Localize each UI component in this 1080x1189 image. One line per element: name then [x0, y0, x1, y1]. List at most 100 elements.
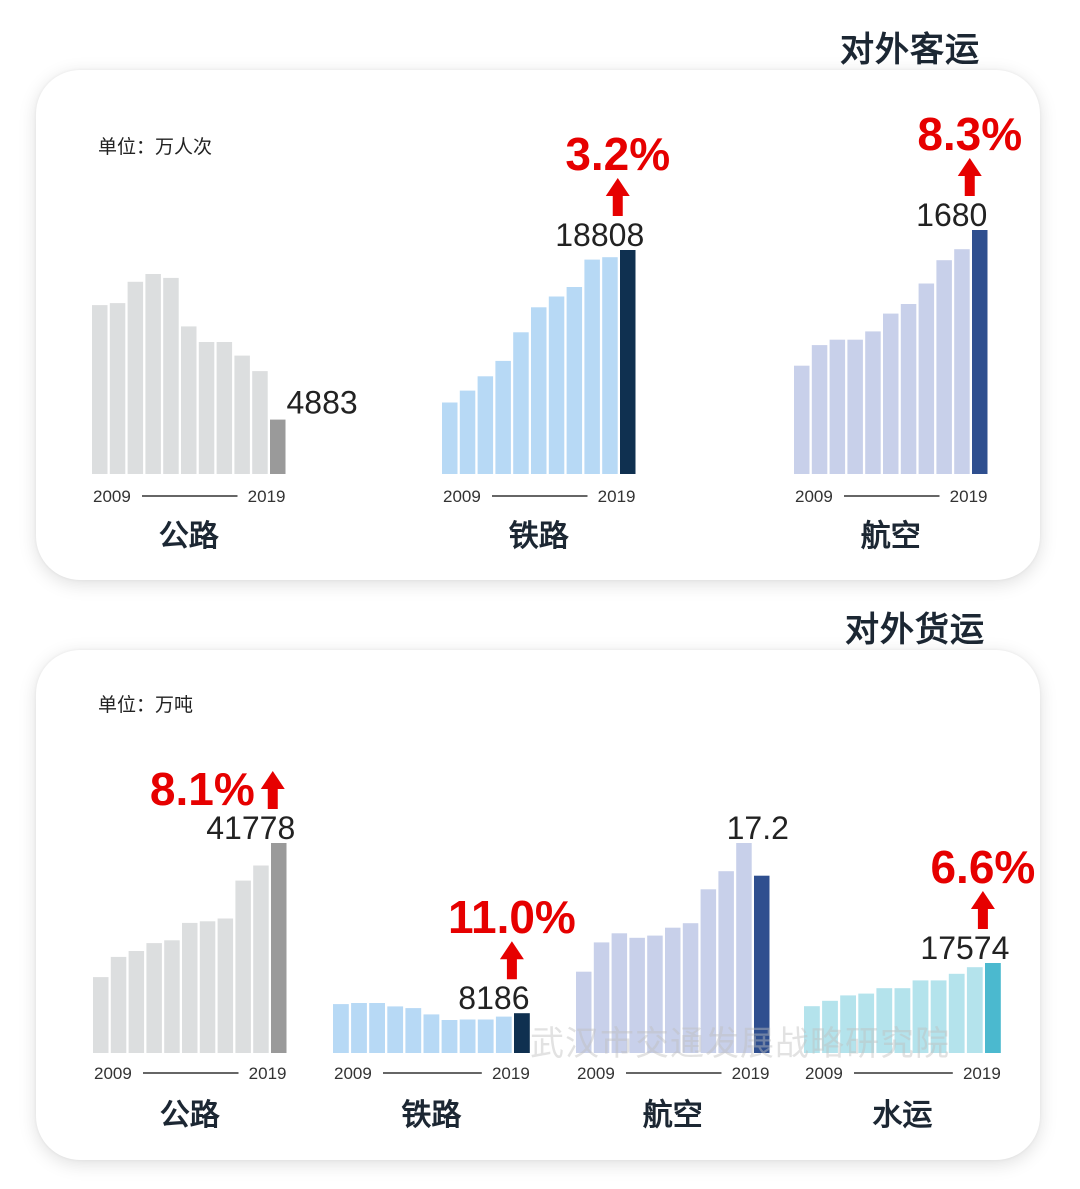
bar-7 — [217, 918, 234, 1053]
bar-0 — [93, 977, 109, 1053]
bar-3 — [146, 943, 162, 1053]
passenger-unit: 单位：万人次 — [98, 136, 213, 158]
bar-9 — [954, 249, 970, 474]
bar-4 — [164, 940, 180, 1053]
passenger-chart-air: 2009 2019 航空 1680 8.3% — [794, 108, 1022, 554]
bar-0 — [794, 365, 810, 474]
growth-rate-label: 3.2% — [565, 128, 670, 180]
bar-3 — [858, 993, 875, 1053]
bar-7 — [566, 287, 583, 474]
growth-arrow-up-icon — [260, 771, 285, 809]
bar-2 — [477, 376, 494, 474]
year-end-label: 2019 — [732, 1064, 770, 1083]
bar-2 — [127, 281, 144, 474]
freight-chart-water: 2009 2019 水运 17574 6.6% — [804, 841, 1035, 1133]
bar-8 — [234, 355, 250, 474]
year-end-label: 2019 — [598, 487, 636, 506]
year-start-label: 2009 — [577, 1064, 615, 1083]
passenger-title: 对外客运 — [840, 30, 980, 70]
category-label: 公路 — [160, 1098, 221, 1133]
bar-1 — [822, 1000, 838, 1053]
bar-9 — [495, 1016, 512, 1053]
bar-8 — [477, 1019, 494, 1053]
bar-1 — [593, 942, 610, 1053]
bar-latest — [514, 1013, 530, 1053]
category-label: 铁路 — [401, 1098, 462, 1133]
bar-0 — [442, 402, 458, 474]
bar-3 — [629, 937, 645, 1053]
value-label: 1680 — [916, 197, 987, 233]
bar-0 — [92, 305, 108, 474]
bar-latest — [270, 419, 286, 474]
bar-0 — [333, 1004, 349, 1053]
bar-5 — [531, 307, 547, 474]
growth-arrow-up-icon — [957, 158, 982, 196]
year-start-label: 2009 — [795, 487, 833, 506]
bar-5 — [423, 1014, 440, 1053]
growth-arrow-up-icon — [605, 178, 630, 216]
bar-4 — [405, 1008, 422, 1053]
value-label: 8186 — [458, 980, 529, 1016]
passenger-chart-rail: 2009 2019 铁路 18808 3.2% — [442, 128, 670, 554]
bar-6 — [441, 1020, 458, 1053]
year-end-label: 2019 — [950, 487, 988, 506]
bar-3 — [847, 339, 863, 474]
growth-arrow-up-icon — [499, 941, 524, 980]
year-start-label: 2009 — [334, 1064, 372, 1083]
bar-1 — [459, 390, 476, 474]
bar-2 — [369, 1003, 385, 1053]
growth-rate-label: 8.1% — [150, 763, 255, 815]
bar-8 — [235, 880, 251, 1053]
watermark: 武汉市交通发展战略研究院 — [530, 1024, 950, 1064]
year-end-label: 2019 — [248, 487, 286, 506]
growth-rate-label: 11.0% — [448, 891, 576, 943]
bar-3 — [145, 274, 161, 474]
bar-0 — [804, 1006, 820, 1053]
bar-latest — [620, 250, 636, 474]
bar-latest — [754, 875, 770, 1053]
bar-latest — [985, 963, 1001, 1053]
bar-latest — [271, 843, 287, 1053]
bar-5 — [894, 988, 911, 1053]
freight-unit: 单位：万吨 — [98, 694, 194, 716]
bar-3 — [387, 1006, 404, 1053]
bar-0 — [576, 971, 592, 1053]
bar-4 — [647, 935, 663, 1053]
growth-arrow-up-icon — [970, 891, 995, 929]
year-start-label: 2009 — [805, 1064, 843, 1083]
bar-1 — [811, 345, 828, 474]
bar-1 — [109, 303, 126, 474]
freight-card — [36, 650, 1040, 1160]
value-label: 41778 — [206, 810, 295, 846]
bar-7 — [918, 283, 935, 474]
category-label: 公路 — [159, 519, 220, 554]
freight-title: 对外货运 — [845, 610, 985, 650]
bar-6 — [682, 923, 699, 1053]
bar-2 — [840, 995, 856, 1053]
bar-7 — [700, 889, 717, 1053]
bar-9 — [736, 843, 752, 1053]
bar-3 — [495, 360, 511, 474]
bar-6 — [199, 921, 216, 1053]
bar-6 — [912, 980, 929, 1053]
bar-2 — [611, 933, 628, 1053]
year-end-label: 2019 — [249, 1064, 287, 1083]
bar-8 — [718, 871, 734, 1053]
value-label: 4883 — [287, 385, 358, 421]
bar-7 — [216, 342, 233, 474]
value-label: 17574 — [920, 930, 1009, 966]
bar-5 — [182, 922, 198, 1053]
bar-7 — [930, 980, 947, 1053]
category-label: 水运 — [872, 1098, 932, 1133]
year-end-label: 2019 — [492, 1064, 530, 1083]
value-label: 17.2 — [727, 810, 789, 846]
growth-rate-label: 6.6% — [930, 841, 1035, 893]
passenger-chart-road: 2009 2019 公路 4883 — [92, 274, 358, 554]
bar-5 — [883, 313, 899, 474]
category-label: 铁路 — [509, 519, 570, 554]
bar-5 — [665, 927, 681, 1053]
year-start-label: 2009 — [94, 1064, 132, 1083]
bar-4 — [513, 332, 529, 474]
bar-1 — [110, 956, 127, 1053]
bar-8 — [948, 973, 965, 1053]
